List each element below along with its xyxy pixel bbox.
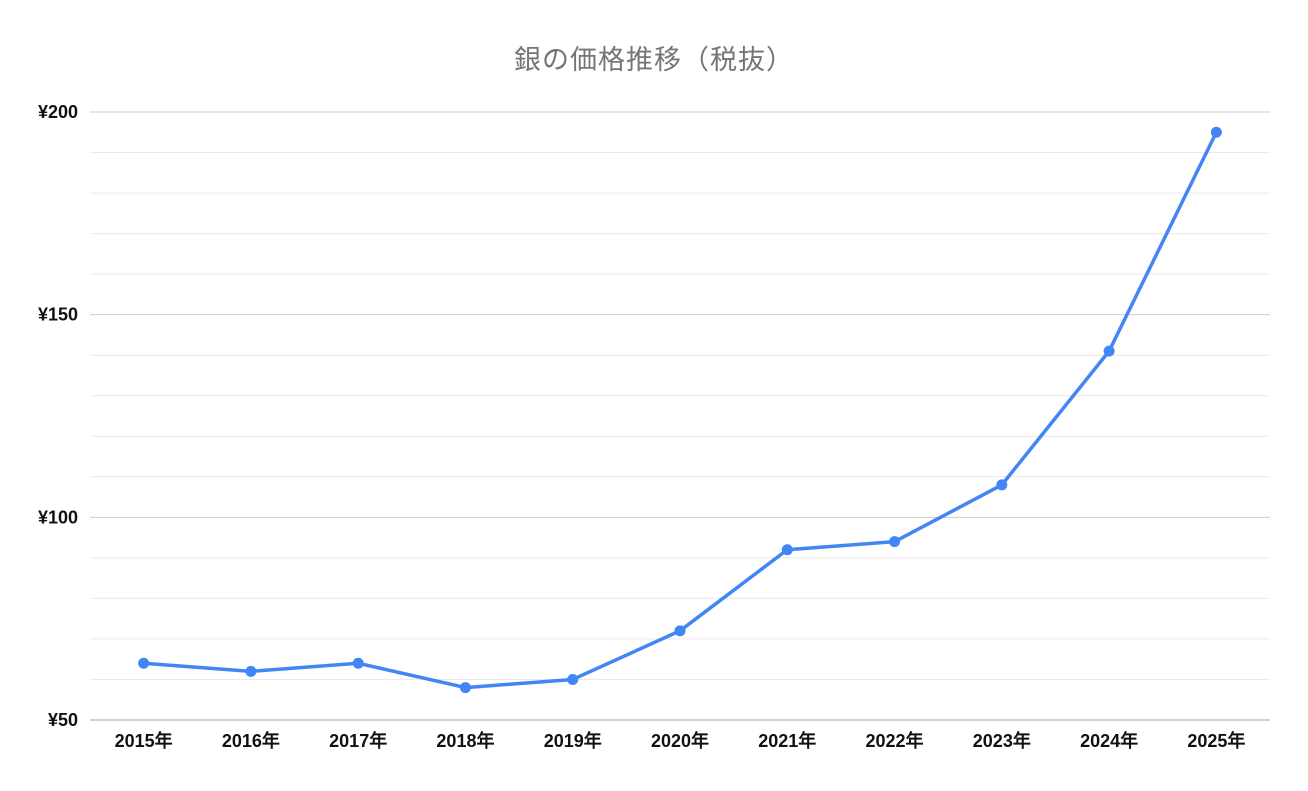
data-point[interactable] bbox=[567, 673, 579, 685]
data-point[interactable] bbox=[352, 657, 364, 669]
data-point[interactable] bbox=[459, 682, 471, 694]
x-tick-label: 2024年 bbox=[1080, 730, 1138, 751]
x-tick-label: 2023年 bbox=[973, 730, 1031, 751]
chart-title: 銀の価格推移（税抜） bbox=[514, 45, 794, 75]
data-point[interactable] bbox=[138, 657, 150, 669]
x-tick-label: 2019年 bbox=[544, 730, 602, 751]
x-tick-label: 2015年 bbox=[115, 730, 173, 751]
price-line-series bbox=[141, 130, 1219, 690]
data-point[interactable] bbox=[245, 665, 257, 677]
data-point[interactable] bbox=[996, 479, 1008, 491]
data-point[interactable] bbox=[781, 544, 793, 556]
x-tick-label: 2016年 bbox=[222, 730, 280, 751]
x-tick-label: 2025年 bbox=[1187, 730, 1245, 751]
data-point[interactable] bbox=[1210, 126, 1222, 138]
x-tick-label: 2018年 bbox=[436, 730, 494, 751]
x-tick-label: 2017年 bbox=[329, 730, 387, 751]
x-tick-label: 2020年 bbox=[651, 730, 709, 751]
y-tick-label: ¥150 bbox=[38, 305, 78, 325]
x-tick-label: 2022年 bbox=[866, 730, 924, 751]
x-tick-label: 2021年 bbox=[758, 730, 816, 751]
data-point[interactable] bbox=[674, 625, 686, 637]
data-point[interactable] bbox=[1103, 345, 1115, 357]
y-tick-label: ¥50 bbox=[48, 710, 78, 730]
y-tick-label: ¥200 bbox=[38, 102, 78, 122]
data-point[interactable] bbox=[889, 536, 901, 548]
y-tick-label: ¥100 bbox=[38, 507, 78, 527]
